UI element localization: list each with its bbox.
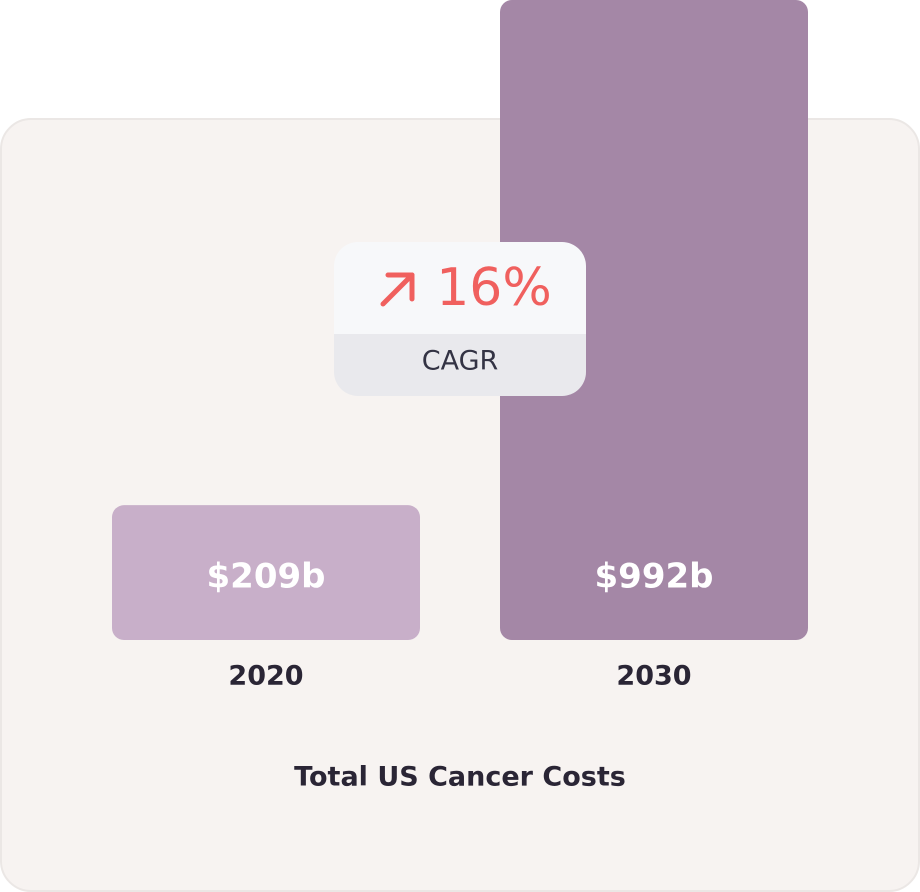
arrow-icon [380,272,415,307]
category-label: 2020 [228,661,303,692]
bar [500,0,808,640]
category-label: 2030 [616,661,691,692]
badge-bottom [334,334,586,396]
cagr-value: 16% [436,258,552,318]
bar [112,505,420,640]
chart-title: Total US Cancer Costs [294,762,626,793]
cagr-badge: 16% CAGR [334,242,586,396]
bars: $209b 2020 $992b 2030 [112,0,808,692]
badge-top [334,242,586,334]
value-label: $992b [595,557,714,597]
cagr-label: CAGR [422,346,499,377]
value-label: $209b [207,557,326,597]
